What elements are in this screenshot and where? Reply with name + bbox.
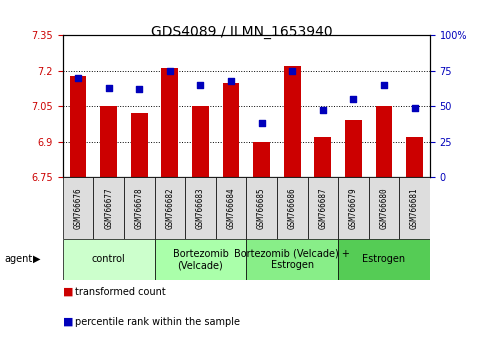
Bar	[155, 177, 185, 239]
Bar	[192, 106, 209, 177]
Bar	[338, 177, 369, 239]
Bar	[131, 113, 148, 177]
Point	[135, 86, 143, 92]
Point	[350, 96, 357, 102]
Bar	[246, 177, 277, 239]
Text: control: control	[92, 254, 126, 264]
Bar	[63, 239, 155, 280]
Point	[380, 82, 388, 88]
Point	[74, 75, 82, 81]
Text: ■: ■	[63, 287, 73, 297]
Point	[411, 105, 418, 110]
Bar	[63, 177, 93, 239]
Bar	[223, 82, 240, 177]
Point	[319, 108, 327, 113]
Text: ■: ■	[63, 317, 73, 327]
Bar	[161, 68, 178, 177]
Bar	[369, 177, 399, 239]
Text: GSM766682: GSM766682	[165, 187, 174, 229]
Bar	[70, 75, 86, 177]
Text: GSM766680: GSM766680	[380, 187, 388, 229]
Point	[288, 68, 296, 74]
Text: agent: agent	[5, 254, 33, 264]
Text: GSM766679: GSM766679	[349, 187, 358, 229]
Text: GSM766677: GSM766677	[104, 187, 113, 229]
Bar	[308, 177, 338, 239]
Text: GSM766687: GSM766687	[318, 187, 327, 229]
Text: GSM766685: GSM766685	[257, 187, 266, 229]
Bar	[338, 239, 430, 280]
Text: GSM766684: GSM766684	[227, 187, 236, 229]
Bar	[284, 66, 300, 177]
Text: percentile rank within the sample: percentile rank within the sample	[75, 317, 240, 327]
Bar	[155, 239, 246, 280]
Text: Bortezomib
(Velcade): Bortezomib (Velcade)	[172, 249, 228, 270]
Text: GSM766681: GSM766681	[410, 187, 419, 229]
Bar	[277, 177, 308, 239]
Bar	[253, 142, 270, 177]
Text: GSM766686: GSM766686	[288, 187, 297, 229]
Bar	[345, 120, 362, 177]
Text: Estrogen: Estrogen	[362, 254, 406, 264]
Bar	[216, 177, 246, 239]
Bar	[314, 137, 331, 177]
Text: transformed count: transformed count	[75, 287, 166, 297]
Text: GSM766678: GSM766678	[135, 187, 144, 229]
Bar	[93, 177, 124, 239]
Bar	[399, 177, 430, 239]
Point	[258, 120, 266, 126]
Text: Bortezomib (Velcade) +
Estrogen: Bortezomib (Velcade) + Estrogen	[234, 249, 350, 270]
Text: GSM766683: GSM766683	[196, 187, 205, 229]
Bar	[100, 106, 117, 177]
Text: GSM766676: GSM766676	[73, 187, 83, 229]
Bar	[376, 106, 392, 177]
Text: ▶: ▶	[32, 254, 40, 264]
Bar	[185, 177, 216, 239]
Text: GDS4089 / ILMN_1653940: GDS4089 / ILMN_1653940	[151, 25, 332, 39]
Point	[197, 82, 204, 88]
Bar	[246, 239, 338, 280]
Bar	[124, 177, 155, 239]
Point	[227, 78, 235, 84]
Bar	[406, 137, 423, 177]
Point	[166, 68, 174, 74]
Point	[105, 85, 113, 91]
